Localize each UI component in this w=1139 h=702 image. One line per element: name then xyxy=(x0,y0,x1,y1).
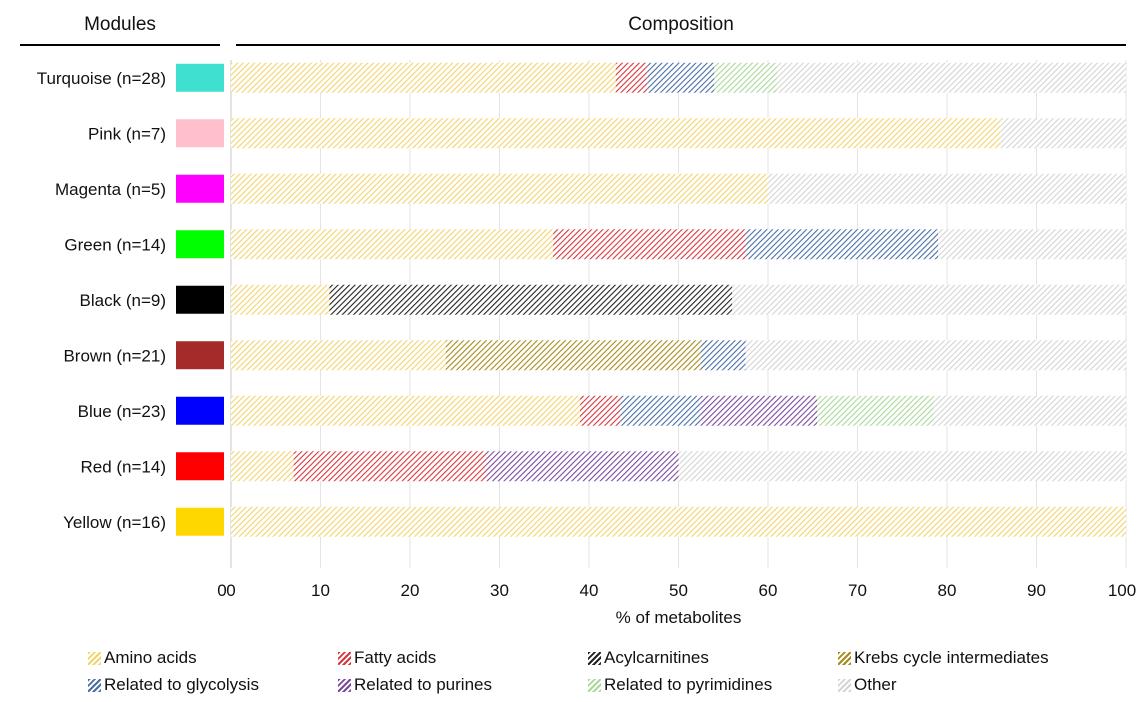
module-color-swatch xyxy=(176,119,224,148)
bar-segment xyxy=(445,340,701,371)
bar-segment xyxy=(817,395,934,426)
bar-segment xyxy=(231,340,446,371)
bar-segment xyxy=(678,451,1126,482)
legend-item: Related to pyrimidines xyxy=(588,675,772,695)
bar-segment xyxy=(293,451,487,482)
x-tick-label: 30 xyxy=(490,581,509,600)
legend-item: Other xyxy=(838,675,897,695)
module-color-swatch xyxy=(176,63,224,92)
module-color-swatch xyxy=(176,507,224,536)
legend-item: Acylcarnitines xyxy=(588,648,709,668)
bar-segment xyxy=(745,229,939,260)
module-color-swatch xyxy=(176,174,224,203)
module-label: Green (n=14) xyxy=(64,235,166,254)
bar-segment xyxy=(700,395,818,426)
bar-segment xyxy=(620,395,701,426)
bar-segment xyxy=(938,229,1126,260)
bar-segment xyxy=(647,62,715,93)
x-axis-label: % of metabolites xyxy=(616,608,742,627)
x-tick-label: 80 xyxy=(938,581,957,600)
bar-segment xyxy=(231,173,768,204)
module-color-swatch xyxy=(176,285,224,314)
bar-segment xyxy=(745,340,1126,371)
x-tick-label: 40 xyxy=(580,581,599,600)
legend-item: Amino acids xyxy=(88,648,197,668)
module-color-swatch xyxy=(176,230,224,259)
module-label: Turquoise (n=28) xyxy=(37,69,166,88)
legend-swatch xyxy=(88,651,101,665)
legend-label: Related to pyrimidines xyxy=(604,675,773,694)
bar-segment xyxy=(1000,118,1126,149)
x-tick-label: 90 xyxy=(1027,581,1046,600)
module-color-swatch xyxy=(176,452,224,481)
modules-header: Modules xyxy=(84,14,156,35)
bar-segment xyxy=(933,395,1126,426)
legend-swatch xyxy=(338,651,351,665)
legend-label: Acylcarnitines xyxy=(604,648,709,667)
legend-label: Related to glycolysis xyxy=(104,675,259,694)
bar-segment xyxy=(714,62,777,93)
bar-segment xyxy=(732,284,1126,315)
legend-swatch xyxy=(588,678,601,692)
legend-swatch xyxy=(88,678,101,692)
legend-item: Fatty acids xyxy=(338,648,436,668)
module-label: Blue (n=23) xyxy=(78,402,166,421)
bar-segment xyxy=(329,284,733,315)
module-label: Black (n=9) xyxy=(80,291,166,310)
legend-label: Other xyxy=(854,675,897,694)
legend-label: Fatty acids xyxy=(354,648,437,667)
bar-segment xyxy=(231,62,616,93)
legend-item: Related to glycolysis xyxy=(88,675,259,695)
legend-label: Related to purines xyxy=(354,675,492,694)
module-axis-zero-label: 0 xyxy=(217,581,226,600)
x-tick-label: 100 xyxy=(1108,581,1136,600)
x-tick-label: 0 xyxy=(226,581,235,600)
module-color-swatch xyxy=(176,396,224,425)
modules-header-line xyxy=(20,44,220,46)
bar-segment xyxy=(776,62,1126,93)
bar-segment xyxy=(231,118,1001,149)
x-tick-label: 60 xyxy=(759,581,778,600)
bar-segment xyxy=(768,173,1126,204)
bar-segment xyxy=(553,229,746,260)
legend-swatch xyxy=(838,678,851,692)
bar-segment xyxy=(580,395,621,426)
legend-item: Krebs cycle intermediates xyxy=(838,648,1049,668)
module-label: Brown (n=21) xyxy=(63,346,166,365)
module-label: Yellow (n=16) xyxy=(63,513,166,532)
composition-header: Composition xyxy=(628,14,734,35)
composition-header-line xyxy=(236,44,1126,46)
bar-segment xyxy=(231,284,330,315)
bar-segment xyxy=(231,395,581,426)
bar-segment xyxy=(231,506,1126,537)
bar-segment xyxy=(231,229,554,260)
legend-label: Krebs cycle intermediates xyxy=(854,648,1049,667)
x-tick-label: 10 xyxy=(311,581,330,600)
module-label: Pink (n=7) xyxy=(88,124,166,143)
x-tick-label: 50 xyxy=(669,581,688,600)
bar-segment xyxy=(700,340,746,371)
legend-swatch xyxy=(838,651,851,665)
x-tick-label: 70 xyxy=(848,581,867,600)
legend-item: Related to purines xyxy=(338,675,492,695)
bar-segment xyxy=(615,62,648,93)
module-color-swatch xyxy=(176,341,224,370)
module-label: Magenta (n=5) xyxy=(55,180,166,199)
bar-segment xyxy=(486,451,679,482)
bar-segment xyxy=(231,451,294,482)
x-tick-label: 20 xyxy=(401,581,420,600)
legend-label: Amino acids xyxy=(104,648,197,667)
module-label: Red (n=14) xyxy=(80,457,166,476)
legend-swatch xyxy=(338,678,351,692)
legend-swatch xyxy=(588,651,601,665)
